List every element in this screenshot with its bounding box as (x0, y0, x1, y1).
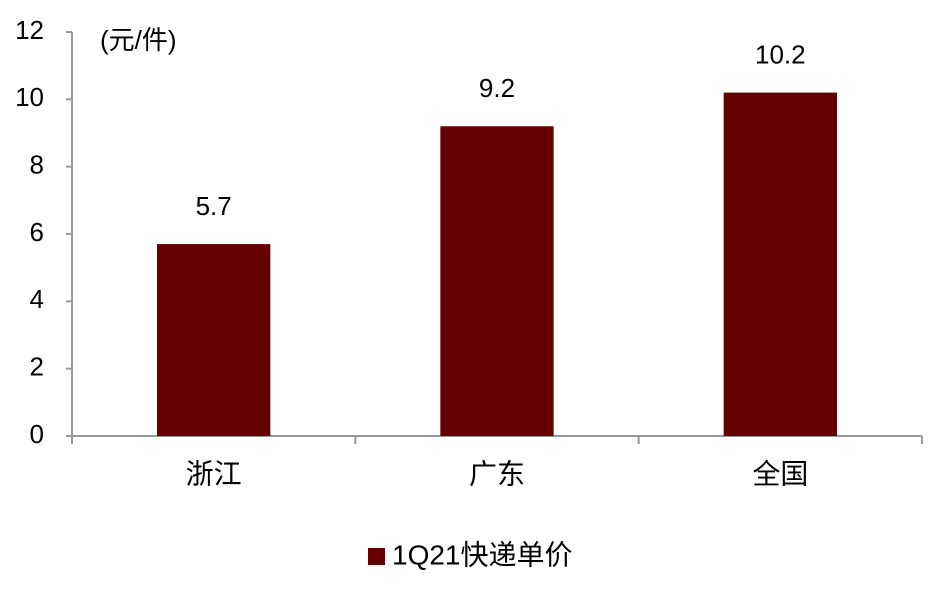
legend-swatch (368, 548, 385, 565)
data-label: 5.7 (196, 191, 232, 221)
y-tick-label: 10 (15, 82, 44, 112)
y-tick-label: 0 (30, 419, 44, 449)
y-tick-label: 12 (15, 15, 44, 45)
legend-label: 1Q21快递单价 (392, 539, 573, 570)
x-tick-label: 浙江 (186, 458, 242, 489)
bar (440, 126, 554, 437)
bar (723, 92, 837, 436)
data-label: 9.2 (479, 73, 515, 103)
x-tick-label: 全国 (752, 458, 808, 489)
y-tick-label: 2 (30, 352, 44, 382)
x-tick-label: 广东 (469, 458, 525, 489)
y-tick-label: 6 (30, 217, 44, 247)
y-tick-label: 4 (30, 284, 44, 314)
y-axis-label: (元/件) (100, 25, 177, 55)
bar (157, 244, 271, 436)
data-label: 10.2 (755, 39, 806, 69)
y-tick-label: 8 (30, 150, 44, 180)
